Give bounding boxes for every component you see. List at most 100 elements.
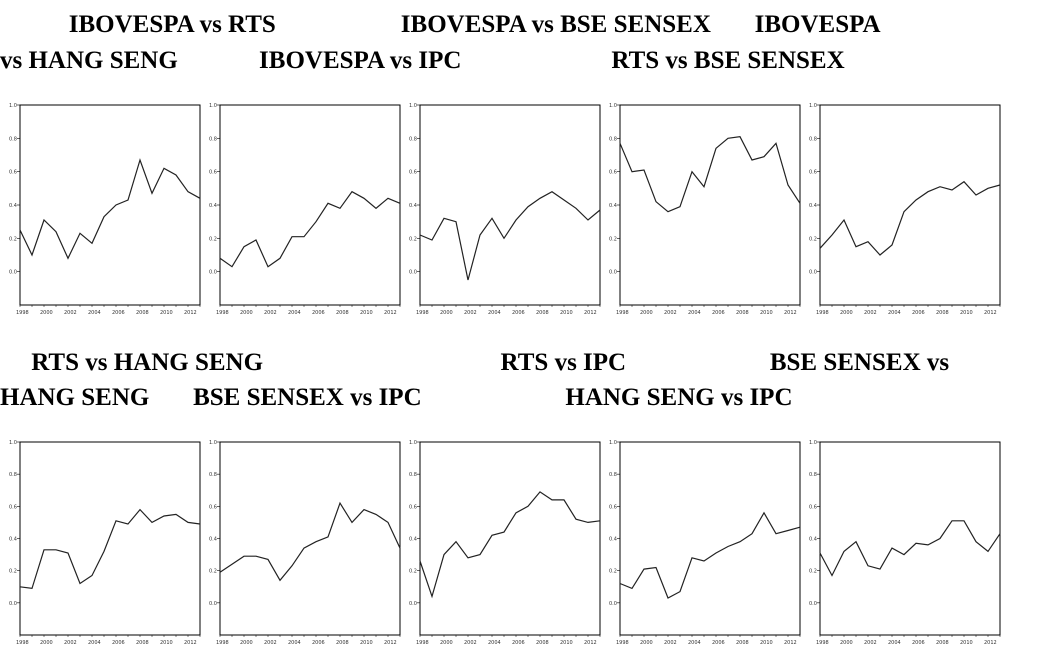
y-tick-label: 1.0 [409, 440, 417, 446]
y-tick-label: 0.4 [809, 537, 817, 543]
x-tick-label: 2012 [584, 640, 597, 646]
y-tick-label: 0.4 [9, 537, 17, 543]
chart-panel: 1.0 0.8 0.6 0.4 0.2 0.0 1998 2000 2002 2004 2006 20… [809, 440, 1001, 646]
chart-panel: 1.0 0.8 0.6 0.4 0.2 0.0 1998 2000 2002 2004 2006 20… [609, 440, 801, 646]
y-tick-label: 0.8 [9, 136, 17, 142]
series-line [619, 136, 801, 213]
x-tick-label: 2002 [864, 640, 877, 646]
x-tick-label: 2002 [464, 640, 477, 646]
plot-frame [219, 441, 401, 636]
y-tick-label: 0.4 [409, 537, 417, 543]
x-tick-label: 2010 [760, 640, 773, 646]
x-tick-label: 2000 [840, 640, 853, 646]
x-tick-label: 2000 [640, 310, 653, 316]
series-line [219, 190, 401, 268]
x-tick-label: 2000 [840, 310, 853, 316]
x-tick-label: 2010 [960, 640, 973, 646]
y-tick-label: 0.6 [9, 170, 17, 176]
y-tick-label: 0.8 [9, 472, 17, 478]
x-tick-label: 2006 [112, 310, 125, 316]
chart-panel: 1.0 0.8 0.6 0.4 0.2 0.0 1998 2000 2002 2004 2006 20… [209, 103, 401, 316]
y-tick-label: 0.0 [809, 270, 817, 276]
y-tick-label: 0.8 [609, 472, 617, 478]
chart-panel: 1.0 0.8 0.6 0.4 0.2 0.0 1998 2000 2002 2004 2006 20… [209, 440, 401, 646]
plot-frame [619, 441, 801, 636]
x-tick-label: 2006 [312, 310, 325, 316]
x-tick-label: 2004 [88, 640, 101, 646]
y-tick-label: 1.0 [209, 103, 217, 109]
y-tick-label: 0.8 [409, 136, 417, 142]
x-tick-label: 1998 [16, 310, 29, 316]
chart-panel: 1.0 0.8 0.6 0.4 0.2 0.0 1998 2000 2002 2004 2006 20… [9, 440, 201, 646]
x-tick-label: 2008 [736, 640, 749, 646]
x-tick-label: 2002 [64, 640, 77, 646]
x-tick-label: 2008 [936, 310, 949, 316]
x-tick-label: 2006 [912, 640, 925, 646]
plot-frame [419, 104, 601, 306]
plot-frame [219, 104, 401, 306]
plot-frame [819, 441, 1001, 636]
x-tick-label: 2006 [312, 640, 325, 646]
x-tick-label: 2012 [184, 640, 197, 646]
y-tick-label: 0.4 [209, 203, 217, 209]
x-tick-label: 2002 [264, 640, 277, 646]
x-tick-label: 1998 [616, 640, 629, 646]
y-tick-label: 0.2 [809, 236, 817, 242]
x-tick-label: 2000 [640, 640, 653, 646]
y-tick-label: 0.6 [409, 170, 417, 176]
x-tick-label: 2008 [136, 310, 149, 316]
x-tick-label: 2006 [512, 310, 525, 316]
x-tick-label: 2004 [688, 640, 701, 646]
x-tick-label: 2000 [240, 310, 253, 316]
y-tick-label: 0.0 [209, 601, 217, 607]
title-row-3: RTS vs HANG SENG RTS vs IPC BSE SENSEX v… [0, 349, 950, 376]
x-tick-label: 2004 [88, 310, 101, 316]
y-tick-label: 0.8 [809, 136, 817, 142]
y-tick-label: 0.4 [609, 203, 617, 209]
chart-panel: 1.0 0.8 0.6 0.4 0.2 0.0 1998 2000 2002 2004 2006 20… [9, 103, 201, 316]
x-tick-label: 2000 [40, 640, 53, 646]
series-line [819, 520, 1001, 577]
x-tick-label: 1998 [416, 640, 429, 646]
x-tick-label: 1998 [616, 310, 629, 316]
y-tick-label: 0.0 [209, 270, 217, 276]
x-tick-label: 2002 [664, 310, 677, 316]
x-tick-label: 1998 [416, 310, 429, 316]
y-tick-label: 0.6 [9, 504, 17, 510]
x-tick-label: 2002 [64, 310, 77, 316]
x-tick-label: 2000 [240, 640, 253, 646]
x-tick-label: 2010 [560, 640, 573, 646]
y-tick-label: 0.8 [209, 472, 217, 478]
y-tick-label: 0.8 [409, 472, 417, 478]
x-tick-label: 2004 [488, 310, 501, 316]
series-line [419, 190, 601, 281]
x-tick-label: 2010 [360, 640, 373, 646]
y-tick-label: 0.2 [409, 236, 417, 242]
x-tick-label: 2012 [784, 640, 797, 646]
chart-panel: 1.0 0.8 0.6 0.4 0.2 0.0 1998 2000 2002 2004 2006 20… [609, 103, 801, 316]
y-tick-label: 0.8 [609, 136, 617, 142]
y-tick-label: 1.0 [409, 103, 417, 109]
series-line [19, 508, 201, 590]
x-tick-label: 1998 [816, 640, 829, 646]
x-tick-label: 2008 [736, 310, 749, 316]
x-tick-label: 2002 [464, 310, 477, 316]
title-row-4: HANG SENG BSE SENSEX vs IPC HANG SENG vs… [0, 384, 793, 411]
y-tick-label: 0.4 [209, 537, 217, 543]
x-tick-label: 2010 [960, 310, 973, 316]
y-tick-label: 0.0 [9, 270, 17, 276]
y-tick-label: 0.2 [409, 569, 417, 575]
plot-frame [19, 441, 201, 636]
x-tick-label: 2000 [440, 640, 453, 646]
chart-panel: 1.0 0.8 0.6 0.4 0.2 0.0 1998 2000 2002 2004 2006 20… [409, 440, 601, 646]
chart-panel: 1.0 0.8 0.6 0.4 0.2 0.0 1998 2000 2002 2004 2006 20… [409, 103, 601, 316]
y-tick-label: 1.0 [9, 103, 17, 109]
title-row-2: vs HANG SENG IBOVESPA vs IPC RTS vs BSE … [0, 47, 845, 74]
x-tick-label: 2008 [536, 640, 549, 646]
x-tick-label: 2006 [112, 640, 125, 646]
y-tick-label: 0.2 [609, 569, 617, 575]
x-tick-label: 2012 [984, 640, 997, 646]
y-tick-label: 0.6 [209, 504, 217, 510]
y-tick-label: 0.4 [9, 203, 17, 209]
x-tick-label: 2004 [488, 640, 501, 646]
